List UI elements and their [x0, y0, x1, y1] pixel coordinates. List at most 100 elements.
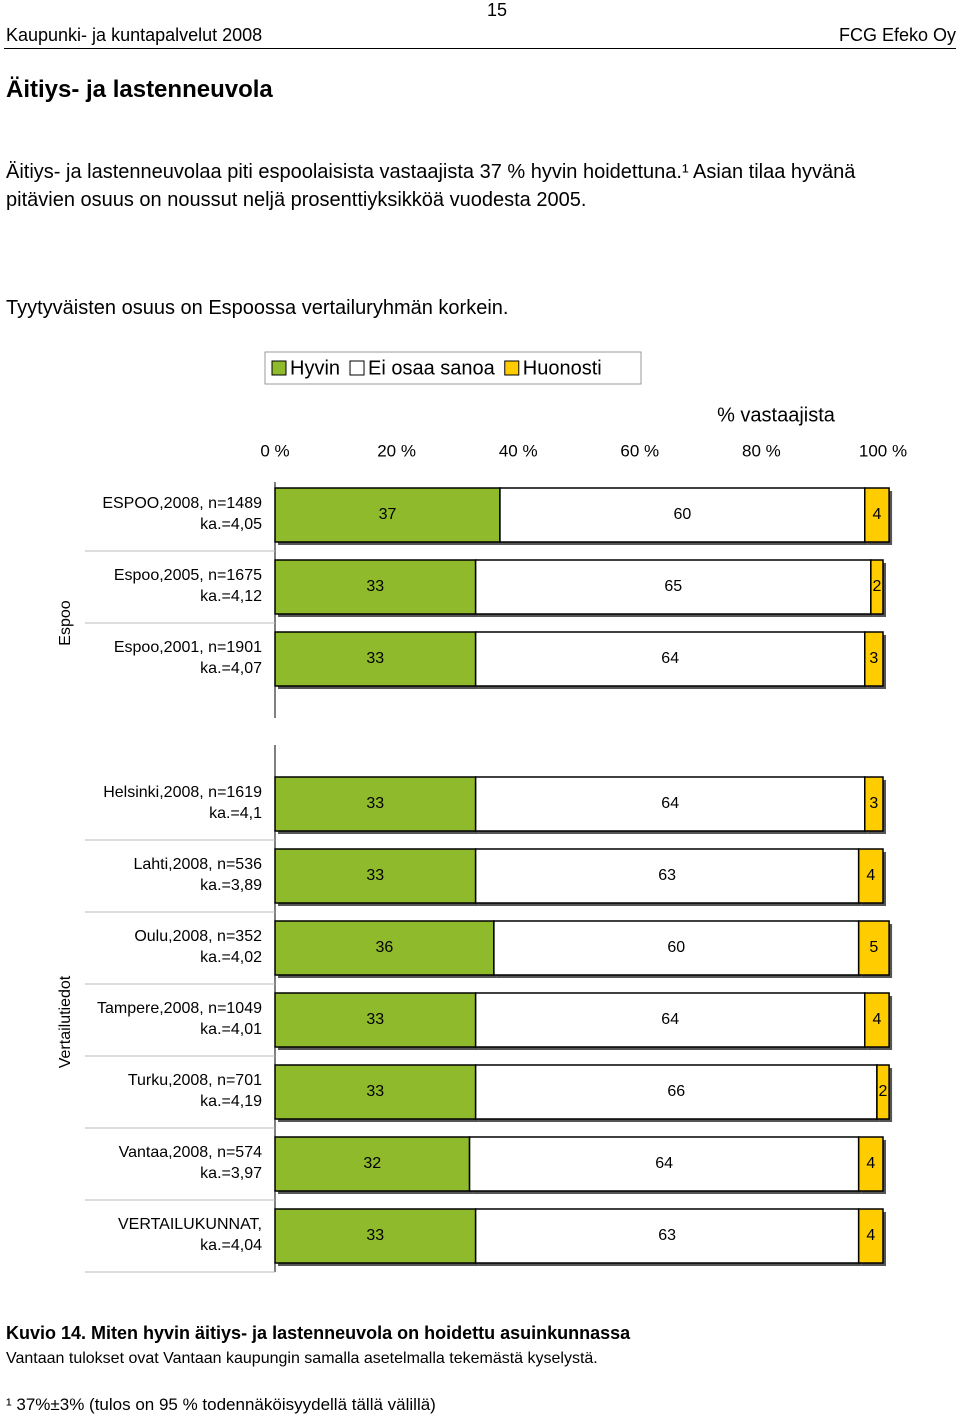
- bar-segment: [474, 1208, 860, 1264]
- legend-label: Ei osaa sanoa: [368, 357, 496, 379]
- group-label: Espoo: [57, 600, 74, 645]
- value-label: 33: [366, 1227, 384, 1244]
- legend-swatch: [349, 360, 365, 376]
- category-label: Espoo,2005, n=1675: [114, 567, 262, 584]
- bar-segment: [274, 487, 501, 543]
- bar-segment: [274, 848, 477, 904]
- bar-segment: [474, 992, 866, 1048]
- category-label: ka.=4,1: [209, 805, 262, 822]
- category-label: Tampere,2008, n=1049: [97, 1000, 262, 1017]
- value-label: 37: [379, 506, 397, 523]
- category-label: ka.=3,89: [200, 877, 262, 894]
- bar-segment: [864, 487, 890, 543]
- bar-segment: [864, 992, 890, 1048]
- x-tick-label: 20 %: [377, 441, 416, 460]
- x-axis-label: % vastaajista: [717, 404, 836, 426]
- bar-segment: [274, 631, 477, 687]
- paragraph: Tyytyväisten osuus on Espoossa vertailur…: [6, 297, 509, 319]
- bar-segment: [474, 631, 866, 687]
- category-label: ka.=4,07: [200, 660, 262, 677]
- x-tick-label: 40 %: [499, 441, 538, 460]
- value-label: 33: [366, 650, 384, 667]
- value-label: 3: [869, 650, 878, 667]
- value-label: 33: [366, 867, 384, 884]
- value-label: 4: [872, 1011, 881, 1028]
- footnote: ¹ 37%±3% (tulos on 95 % todennäköisyydel…: [6, 1395, 436, 1414]
- category-label: ka.=3,97: [200, 1165, 262, 1182]
- bar-segment: [876, 1064, 890, 1120]
- bar-segment: [499, 487, 866, 543]
- bar-segment: [274, 1064, 477, 1120]
- bar-segment: [857, 1136, 884, 1192]
- bar-segment: [857, 920, 890, 976]
- category-label: ka.=4,12: [200, 588, 262, 605]
- bar-segment: [864, 631, 884, 687]
- bar-segment: [274, 776, 477, 832]
- value-label: 33: [366, 795, 384, 812]
- bar-segment: [274, 992, 477, 1048]
- value-label: 60: [667, 939, 685, 956]
- value-label: 5: [869, 939, 878, 956]
- value-label: 64: [661, 650, 679, 667]
- value-label: 66: [667, 1083, 685, 1100]
- paragraph: Äitiys- ja lastenneuvolaa piti espoolais…: [6, 161, 856, 211]
- value-label: 4: [872, 506, 881, 523]
- category-label: ka.=4,05: [200, 516, 262, 533]
- header-rule: [4, 48, 956, 49]
- value-label: 64: [661, 1011, 679, 1028]
- legend-swatch: [271, 360, 287, 376]
- category-label: ka.=4,01: [200, 1021, 262, 1038]
- value-label: 33: [366, 1011, 384, 1028]
- bar-segment: [274, 559, 477, 615]
- bar-segment: [870, 559, 884, 615]
- value-label: 60: [673, 506, 691, 523]
- value-label: 3: [869, 795, 878, 812]
- legend-box: [264, 351, 642, 385]
- value-label: 65: [664, 578, 682, 595]
- group-label: Vertailutiedot: [57, 975, 74, 1068]
- category-label: Lahti,2008, n=536: [133, 856, 262, 873]
- category-label: ESPOO,2008, n=1489: [102, 495, 262, 512]
- x-tick-label: 60 %: [620, 441, 659, 460]
- bar-segment: [274, 920, 495, 976]
- value-label: 64: [661, 795, 679, 812]
- x-tick-label: 100 %: [859, 441, 907, 460]
- value-label: 64: [655, 1155, 673, 1172]
- header-right: FCG Efeko Oy: [838, 25, 956, 45]
- bar-segment: [857, 848, 884, 904]
- category-label: Oulu,2008, n=352: [134, 928, 262, 945]
- caption-title: Kuvio 14. Miten hyvin äitiys- ja lastenn…: [6, 1323, 631, 1343]
- heading: Äitiys- ja lastenneuvola: [6, 76, 273, 103]
- value-label: 63: [658, 867, 676, 884]
- value-label: 2: [879, 1083, 888, 1100]
- header-left: Kaupunki- ja kuntapalvelut 2008: [6, 25, 263, 45]
- category-label: VERTAILUKUNNAT,: [118, 1216, 262, 1233]
- page-number: 15: [487, 0, 508, 20]
- bar-segment: [474, 559, 872, 615]
- value-label: 4: [866, 1155, 875, 1172]
- x-tick-label: 80 %: [742, 441, 781, 460]
- value-label: 2: [872, 578, 881, 595]
- bar-segment: [274, 1136, 471, 1192]
- category-label: ka.=4,02: [200, 949, 262, 966]
- legend-label: Huonosti: [523, 357, 602, 379]
- value-label: 4: [866, 1227, 875, 1244]
- value-label: 63: [658, 1227, 676, 1244]
- bar-segment: [857, 1208, 884, 1264]
- x-tick-label: 0 %: [260, 441, 289, 460]
- category-label: Helsinki,2008, n=1619: [103, 784, 262, 801]
- value-label: 4: [866, 867, 875, 884]
- category-label: Vantaa,2008, n=574: [119, 1144, 262, 1161]
- value-label: 33: [366, 1083, 384, 1100]
- value-label: 32: [363, 1155, 381, 1172]
- bar-segment: [274, 1208, 477, 1264]
- bar-segment: [468, 1136, 860, 1192]
- category-label: ka.=4,04: [200, 1237, 262, 1254]
- legend-label: Hyvin: [290, 357, 340, 379]
- bar-segment: [864, 776, 884, 832]
- bar-segment: [493, 920, 860, 976]
- category-label: Turku,2008, n=701: [128, 1072, 262, 1089]
- value-label: 33: [366, 578, 384, 595]
- category-label: Espoo,2001, n=1901: [114, 639, 262, 656]
